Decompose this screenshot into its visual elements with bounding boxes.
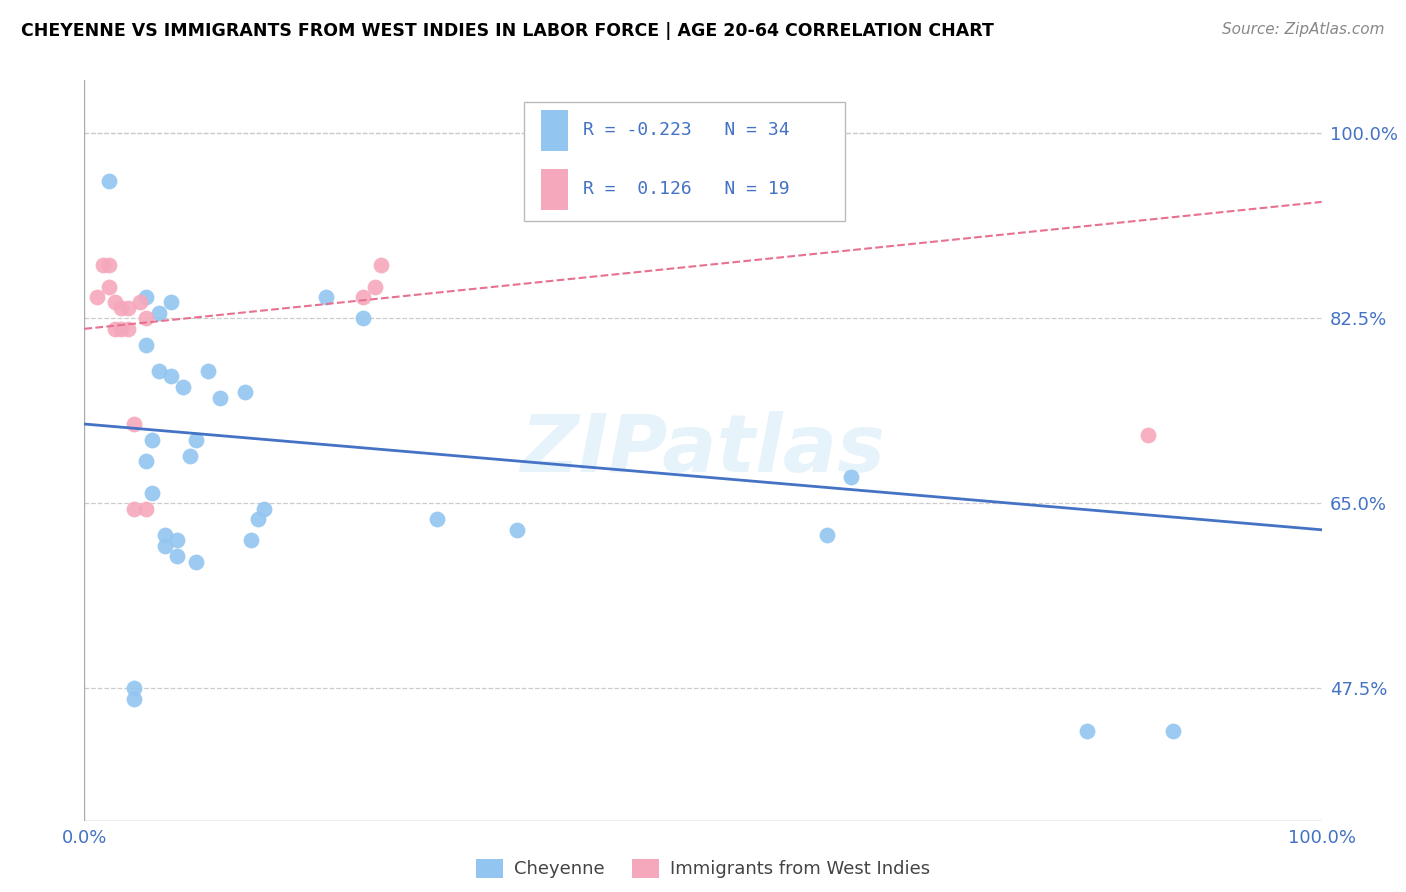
Point xyxy=(98,279,121,293)
Point xyxy=(253,501,276,516)
Point xyxy=(1161,723,1184,738)
Text: ZIPatlas: ZIPatlas xyxy=(520,411,886,490)
Point xyxy=(117,322,139,336)
FancyBboxPatch shape xyxy=(541,110,568,151)
Point xyxy=(426,512,449,526)
Point xyxy=(135,454,157,468)
Text: CHEYENNE VS IMMIGRANTS FROM WEST INDIES IN LABOR FORCE | AGE 20-64 CORRELATION C: CHEYENNE VS IMMIGRANTS FROM WEST INDIES … xyxy=(21,22,994,40)
Point xyxy=(815,528,838,542)
Point xyxy=(153,539,176,553)
Point xyxy=(315,290,337,304)
Point xyxy=(166,533,188,548)
Point xyxy=(153,528,176,542)
Point xyxy=(506,523,529,537)
Point xyxy=(209,391,232,405)
FancyBboxPatch shape xyxy=(523,103,845,221)
Point xyxy=(184,555,207,569)
Point xyxy=(129,295,152,310)
Legend: Cheyenne, Immigrants from West Indies: Cheyenne, Immigrants from West Indies xyxy=(470,852,936,886)
Point xyxy=(240,533,263,548)
Point xyxy=(160,295,183,310)
Point xyxy=(110,301,132,315)
Point xyxy=(86,290,108,304)
Point xyxy=(141,433,163,447)
Point xyxy=(246,512,269,526)
Point xyxy=(135,290,157,304)
Text: Source: ZipAtlas.com: Source: ZipAtlas.com xyxy=(1222,22,1385,37)
Point xyxy=(197,364,219,378)
Point xyxy=(841,470,863,484)
Point xyxy=(141,485,163,500)
Text: R = -0.223   N = 34: R = -0.223 N = 34 xyxy=(583,121,790,139)
Point xyxy=(98,174,121,188)
Point xyxy=(1076,723,1098,738)
Point xyxy=(110,322,132,336)
Point xyxy=(160,369,183,384)
Point xyxy=(352,290,374,304)
Point xyxy=(98,259,121,273)
Point xyxy=(122,681,145,696)
Point xyxy=(135,501,157,516)
Point xyxy=(166,549,188,564)
Point xyxy=(104,322,127,336)
Point xyxy=(104,295,127,310)
Point xyxy=(117,301,139,315)
Point xyxy=(172,380,194,394)
Point xyxy=(122,501,145,516)
Point xyxy=(91,259,114,273)
Point xyxy=(122,692,145,706)
Point xyxy=(135,311,157,326)
Point xyxy=(148,306,170,320)
Point xyxy=(370,259,392,273)
Point xyxy=(135,337,157,351)
Point xyxy=(122,417,145,431)
Point xyxy=(184,433,207,447)
Text: R =  0.126   N = 19: R = 0.126 N = 19 xyxy=(583,180,790,199)
Point xyxy=(352,311,374,326)
FancyBboxPatch shape xyxy=(541,169,568,210)
Point xyxy=(148,364,170,378)
Point xyxy=(1137,427,1160,442)
Point xyxy=(233,385,256,400)
Point xyxy=(179,449,201,463)
Point xyxy=(364,279,387,293)
